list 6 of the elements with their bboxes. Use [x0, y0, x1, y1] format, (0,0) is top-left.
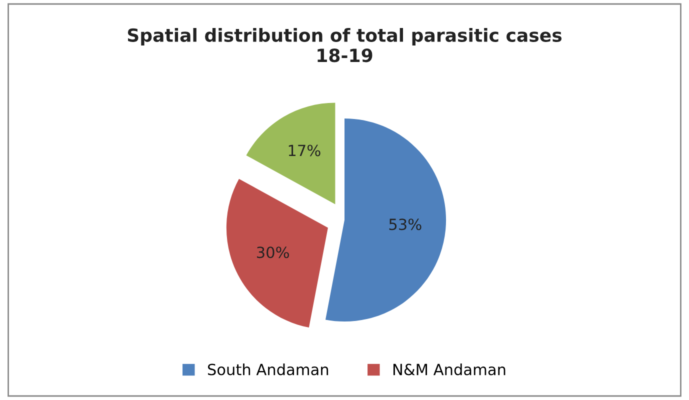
data-label: 30%	[257, 246, 289, 258]
data-label: 17%	[288, 144, 320, 156]
legend-label: N&M Andaman	[393, 363, 506, 376]
chart-title: Spatial distribution of total parasitic cases 18-19	[128, 28, 562, 62]
data-label: 53%	[389, 218, 422, 230]
legend-label: South Andaman	[208, 363, 328, 376]
